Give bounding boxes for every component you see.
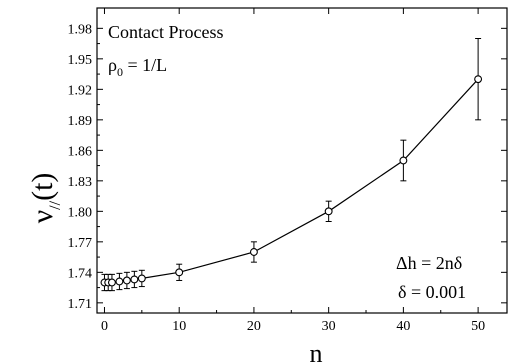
y-tick-label: 1.89 <box>68 114 93 129</box>
data-point <box>474 75 483 84</box>
series-line <box>104 78 479 284</box>
annotation-bottom-right: Δh = 2nδ δ = 0.001 <box>396 253 466 302</box>
x-axis-title: n <box>310 339 323 362</box>
y-tick-label: 1.92 <box>68 83 93 98</box>
data-point <box>130 275 139 284</box>
x-tick-label: 20 <box>247 319 261 334</box>
y-tick-label: 1.71 <box>68 297 93 312</box>
axis-ticks: 0 10 20 30 40 50 1.71 1.74 1.77 1.80 1.83 1.86 1.89 1… <box>68 8 507 334</box>
data-point <box>137 274 146 283</box>
x-tick-label: 30 <box>322 319 336 334</box>
x-tick-label: 50 <box>471 319 485 334</box>
y-tick-label: 1.83 <box>68 175 93 190</box>
data-point <box>122 276 131 285</box>
annotation-dh: Δh = 2nδ <box>396 253 462 273</box>
data-point <box>175 268 184 277</box>
y-tick-label: 1.74 <box>68 266 93 281</box>
svg-text:ν//(t): ν//(t) <box>26 173 64 224</box>
data-point <box>107 278 116 287</box>
plot-frame <box>96 7 508 314</box>
data-point <box>115 277 124 286</box>
y-axis-title: ν//(t) <box>26 173 64 224</box>
y-tick-label: 1.98 <box>68 22 93 37</box>
y-tick-label: 1.80 <box>68 205 93 220</box>
x-tick-label: 40 <box>396 319 410 334</box>
x-tick-label: 0 <box>101 319 108 334</box>
annotation-top-left: Contact Process ρ0 = 1/L <box>108 22 223 79</box>
plot-border <box>96 7 508 314</box>
x-tick-label: 10 <box>172 319 186 334</box>
data-point <box>249 248 258 256</box>
data-series <box>100 38 483 292</box>
data-point <box>399 156 408 165</box>
y-tick-label: 1.77 <box>68 236 93 251</box>
annotation-title: Contact Process <box>108 22 223 42</box>
annotation-delta: δ = 0.001 <box>398 282 466 302</box>
y-tick-label: 1.86 <box>68 144 93 159</box>
data-point <box>324 207 333 216</box>
y-tick-label: 1.95 <box>68 53 93 68</box>
annotation-rho: ρ0 = 1/L <box>108 55 167 79</box>
